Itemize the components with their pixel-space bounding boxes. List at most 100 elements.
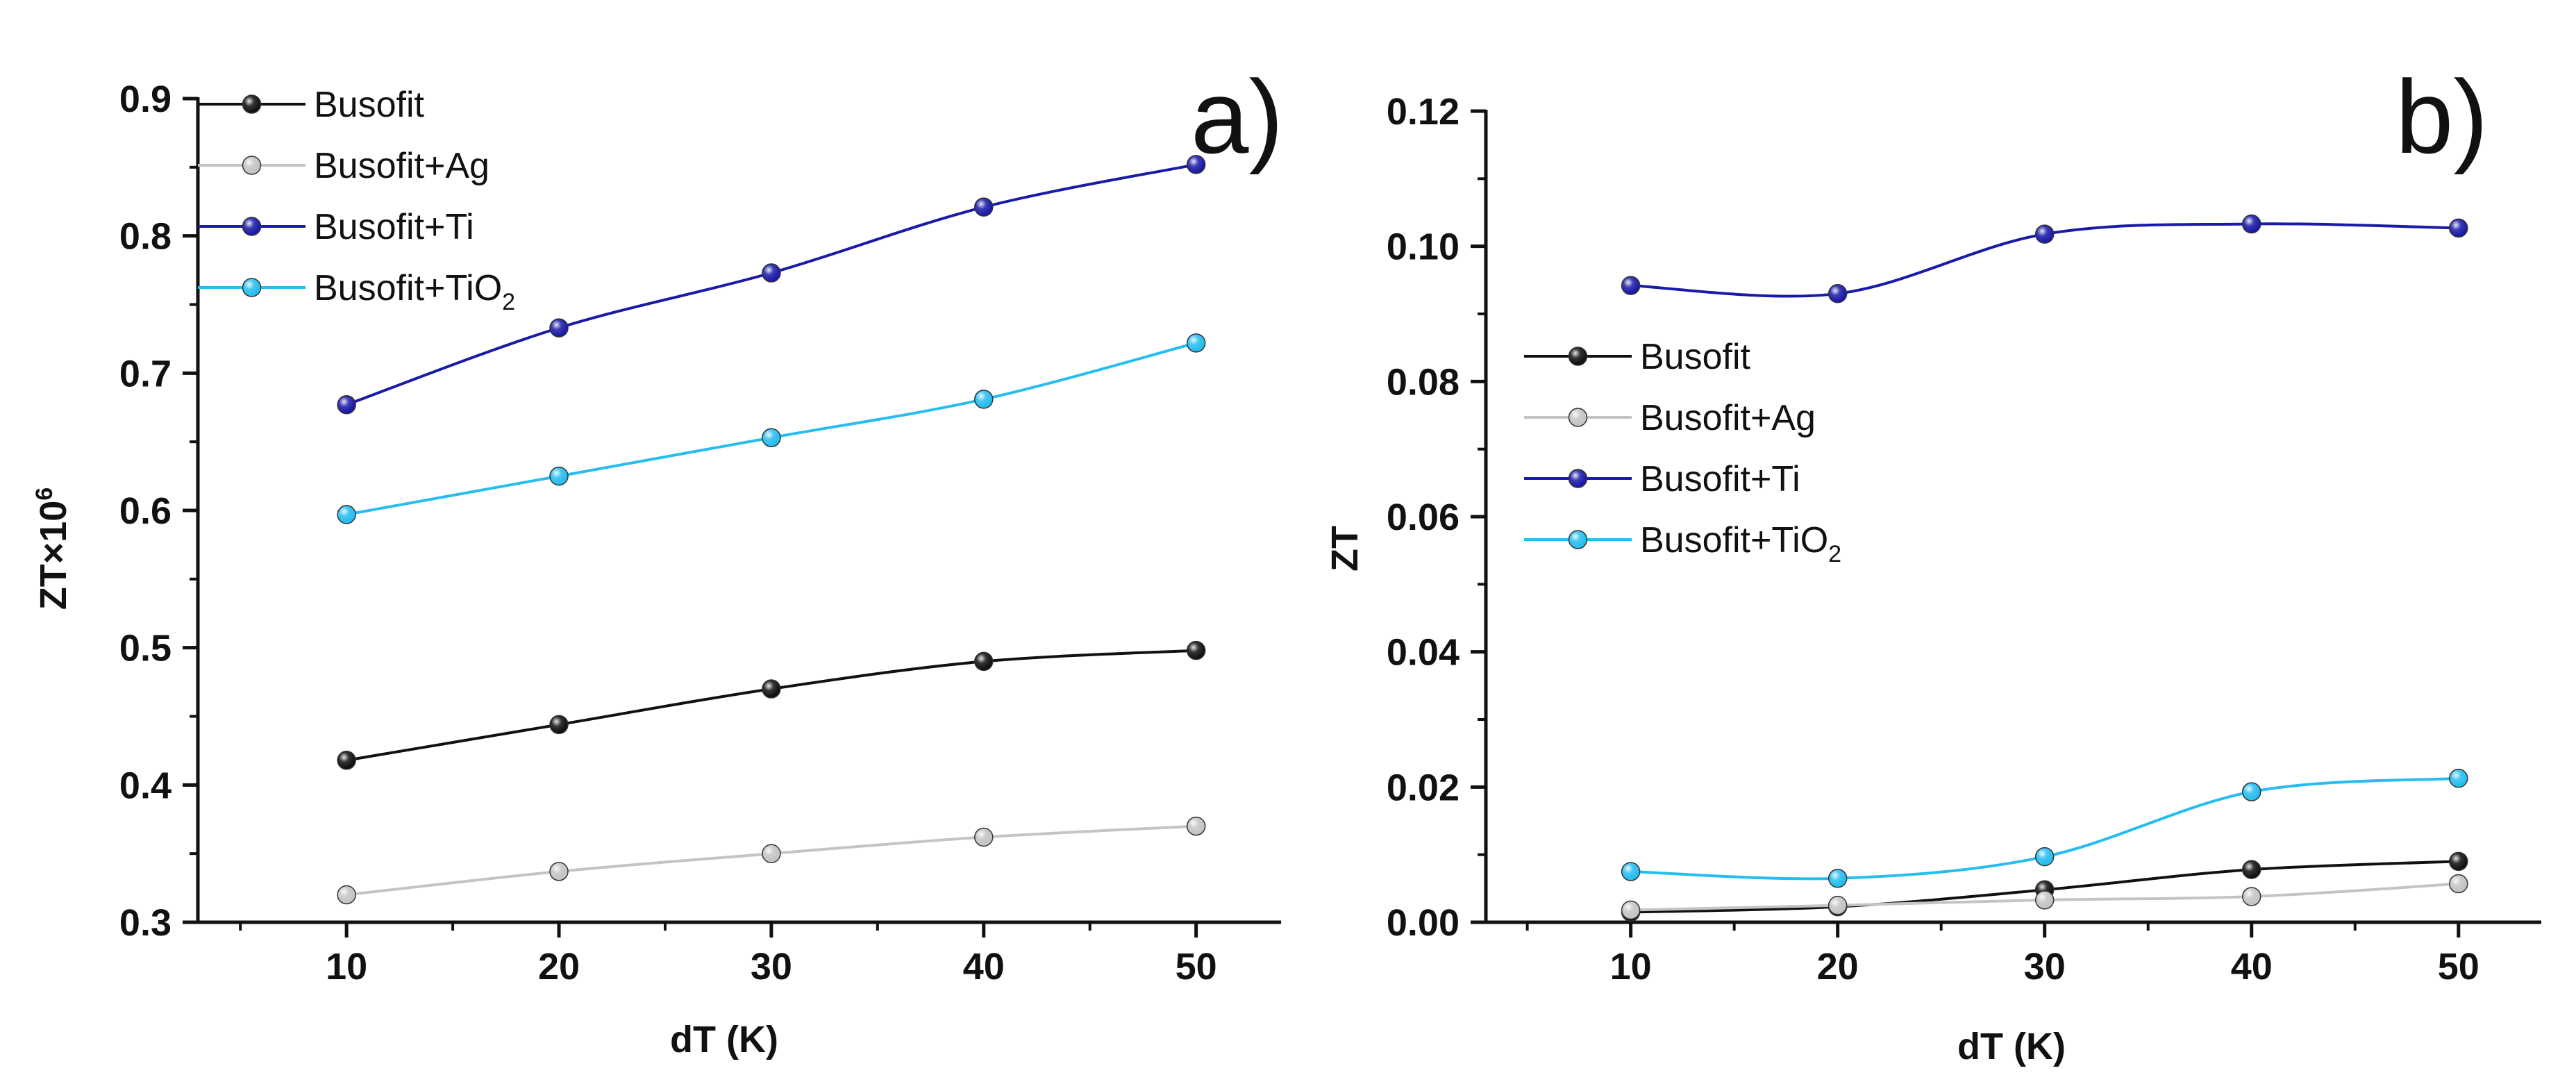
series-busofit-tio2 bbox=[337, 333, 1206, 524]
data-point-highlight bbox=[2450, 769, 2467, 787]
legend-label: Busofit+TiO2 bbox=[1640, 520, 1841, 567]
legend-marker-highlight bbox=[243, 218, 260, 235]
legend-label-text: Busofit+Ag bbox=[1640, 398, 1816, 438]
x-tick-label: 40 bbox=[2231, 946, 2273, 988]
y-tick-label: 0.00 bbox=[1387, 902, 1460, 944]
data-point-highlight bbox=[338, 886, 356, 903]
y-axis-label: ZT bbox=[1324, 526, 1366, 572]
legend-marker-highlight bbox=[243, 279, 260, 296]
data-point-highlight bbox=[2243, 215, 2260, 233]
y-tick-label: 0.06 bbox=[1387, 497, 1460, 538]
data-point-highlight bbox=[1622, 277, 1639, 294]
legend-label-subscript: 2 bbox=[502, 289, 515, 315]
x-tick-labels: 10 20 30 40 50 bbox=[1610, 946, 2479, 988]
chart-panel-b: 0.000.020.040.060.080.100.12 10 20 30 40 50 … bbox=[1324, 58, 2541, 1067]
y-axis-label-text: ZT×10 bbox=[33, 501, 74, 610]
panel-label: a) bbox=[1191, 58, 1283, 175]
legend-item: Busofit+TiO2 bbox=[1524, 520, 1841, 567]
data-point-highlight bbox=[2450, 875, 2467, 892]
data-point-highlight bbox=[2036, 891, 2053, 908]
series-line bbox=[346, 649, 1196, 762]
legend-label-subscript: 2 bbox=[1828, 541, 1841, 567]
y-tick-label: 0.02 bbox=[1387, 767, 1460, 808]
data-point-highlight bbox=[762, 845, 780, 863]
y-tick-label: 0.04 bbox=[1387, 632, 1460, 674]
data-point-highlight bbox=[338, 751, 356, 769]
data-point-highlight bbox=[1187, 334, 1205, 351]
y-tick-label: 0.9 bbox=[119, 78, 172, 120]
series-busofit-tio2 bbox=[1621, 768, 2468, 888]
data-point-highlight bbox=[762, 429, 780, 447]
x-tick-label: 30 bbox=[751, 946, 792, 988]
y-tick-labels: 0.3 0.4 0.5 0.6 0.7 0.8 0.9 bbox=[119, 78, 172, 944]
legend-marker-highlight bbox=[1569, 409, 1587, 426]
legend-item: Busofit+Ag bbox=[198, 146, 490, 186]
series-busofit-ti bbox=[337, 155, 1206, 415]
panel-label: b) bbox=[2395, 58, 2488, 175]
data-point-highlight bbox=[1187, 156, 1205, 173]
legend: Busofit Busofit+Ag Busofit+Ti Busofit+TiO2 bbox=[198, 85, 515, 315]
series-busofit-ag bbox=[337, 816, 1206, 905]
y-tick-labels: 0.00 0.02 0.04 0.06 0.08 0.10 0.12 bbox=[1387, 91, 1460, 944]
data-point-highlight bbox=[975, 828, 992, 846]
data-point-highlight bbox=[975, 199, 992, 216]
x-tick-label: 20 bbox=[538, 946, 580, 988]
legend-label-text: Busofit+TiO bbox=[1640, 520, 1828, 560]
legend-label: Busofit bbox=[314, 85, 425, 125]
legend-marker-highlight bbox=[243, 96, 260, 113]
legend-label: Busofit+Ag bbox=[314, 146, 490, 186]
x-tick-labels: 10 20 30 40 50 bbox=[326, 946, 1217, 988]
axes-frame bbox=[183, 97, 1281, 938]
legend-label-text: Busofit+TiO bbox=[314, 268, 502, 308]
data-point-highlight bbox=[975, 390, 992, 408]
y-tick-label: 0.3 bbox=[119, 902, 172, 944]
x-tick-label: 10 bbox=[1610, 946, 1652, 988]
series-layer bbox=[1621, 214, 2468, 922]
data-point-highlight bbox=[2243, 861, 2260, 878]
legend-item: Busofit+Ti bbox=[198, 207, 474, 247]
legend-label-text: Busofit+Ti bbox=[314, 207, 474, 247]
y-tick-label: 0.10 bbox=[1387, 226, 1460, 268]
legend: Busofit Busofit+Ag Busofit+Ti Busofit+TiO2 bbox=[1524, 337, 1841, 567]
data-point-highlight bbox=[2036, 226, 2053, 243]
x-tick-label: 10 bbox=[326, 946, 367, 988]
series-layer bbox=[337, 155, 1206, 905]
legend-label-text: Busofit+Ti bbox=[1640, 459, 1800, 499]
y-axis-label-superscript: 6 bbox=[31, 488, 58, 501]
data-point-highlight bbox=[1829, 285, 1846, 302]
legend-label-text: Busofit bbox=[314, 85, 425, 125]
legend-label: Busofit+Ag bbox=[1640, 398, 1816, 438]
series-busofit-ag bbox=[1621, 874, 2468, 920]
data-point-highlight bbox=[1829, 897, 1846, 914]
legend-label: Busofit+Ti bbox=[314, 207, 474, 247]
data-point-highlight bbox=[2450, 219, 2467, 237]
data-point-highlight bbox=[551, 863, 567, 880]
x-tick-label: 40 bbox=[963, 946, 1005, 988]
y-tick-label: 0.4 bbox=[119, 765, 172, 806]
y-tick-label: 0.08 bbox=[1387, 361, 1460, 403]
data-point-highlight bbox=[2036, 848, 2053, 865]
y-axis-label: ZT×106 bbox=[31, 488, 74, 610]
legend-item: Busofit bbox=[198, 85, 425, 125]
data-point-highlight bbox=[338, 506, 356, 523]
y-tick-label: 0.6 bbox=[119, 490, 172, 532]
chart-panel-a: 0.30.40.50.60.70.80.9 10 20 30 40 50 ZT×106 … bbox=[31, 58, 1283, 1060]
legend-marker-highlight bbox=[1569, 470, 1587, 487]
legend-marker-highlight bbox=[243, 157, 260, 174]
data-point-highlight bbox=[1187, 817, 1205, 835]
data-point-highlight bbox=[2243, 783, 2260, 801]
legend-label-text: Busofit+Ag bbox=[314, 146, 490, 186]
legend-label-text: Busofit bbox=[1640, 337, 1751, 377]
data-point-highlight bbox=[2243, 888, 2260, 906]
data-point-highlight bbox=[762, 680, 780, 697]
legend-label: Busofit+TiO2 bbox=[314, 268, 515, 315]
x-tick-label: 50 bbox=[1176, 946, 1217, 988]
legend-label: Busofit+Ti bbox=[1640, 459, 1800, 499]
y-tick-label: 0.5 bbox=[119, 628, 172, 669]
data-point-highlight bbox=[1622, 863, 1639, 880]
data-point-highlight bbox=[975, 653, 992, 670]
legend-marker-highlight bbox=[1569, 531, 1587, 548]
y-tick-label: 0.12 bbox=[1387, 91, 1460, 133]
data-point-highlight bbox=[762, 265, 780, 282]
